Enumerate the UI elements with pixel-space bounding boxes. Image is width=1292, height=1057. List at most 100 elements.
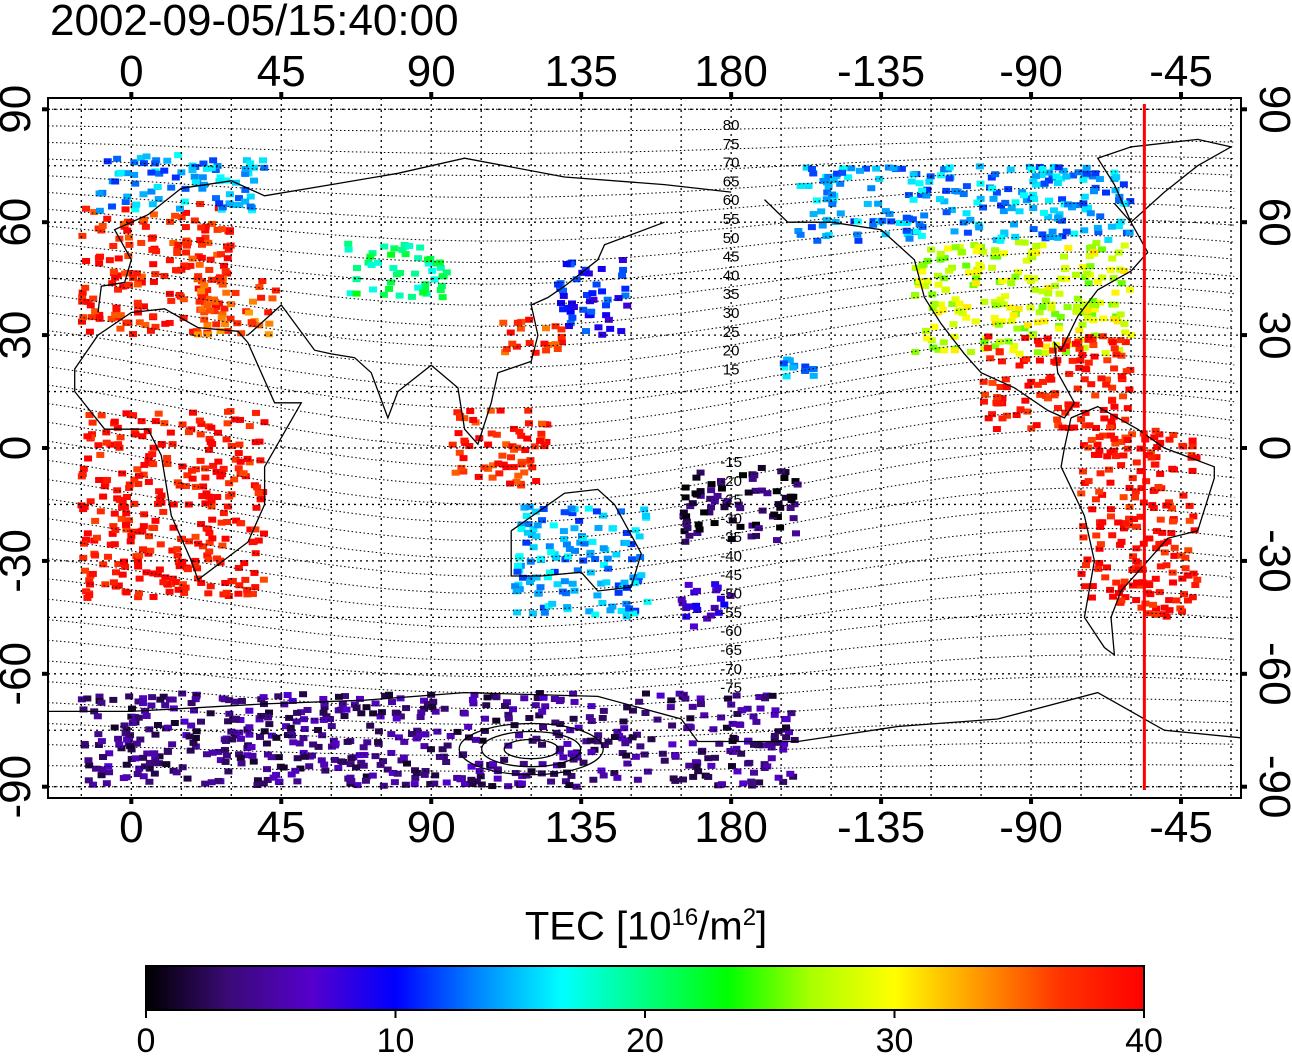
tec-cell (744, 489, 753, 496)
tec-cell (221, 267, 230, 274)
tec-cell (247, 744, 256, 751)
tec-cell (236, 716, 245, 723)
tec-cell (755, 779, 764, 786)
tec-cell (369, 710, 378, 717)
tec-cell (133, 281, 142, 288)
tec-cell (940, 255, 949, 262)
tec-cell (102, 429, 111, 436)
tec-cell (129, 331, 138, 338)
tec-cell (738, 472, 747, 479)
tec-cell (959, 191, 968, 198)
tec-cell (1117, 280, 1126, 287)
tec-cell (240, 560, 249, 567)
tec-cell (824, 183, 833, 190)
tec-cell (135, 319, 144, 326)
tec-cell (84, 777, 93, 784)
tec-cell (480, 464, 489, 471)
tec-cell (263, 776, 272, 783)
tec-cell (180, 589, 189, 596)
tec-cell (539, 505, 548, 512)
tec-cell (121, 199, 130, 206)
tec-cell (269, 774, 278, 781)
tec-cell (1164, 499, 1173, 506)
tec-cell (752, 532, 761, 539)
tec-region (499, 316, 566, 356)
tec-cell (542, 347, 551, 354)
tec-cell (412, 769, 421, 776)
tec-cell (500, 756, 509, 763)
tec-cell (958, 249, 967, 256)
tec-cell (149, 444, 158, 451)
maglat-label: 30 (723, 305, 740, 322)
tec-cell (274, 778, 283, 785)
tec-cell (79, 314, 88, 321)
tec-cell (991, 171, 1000, 178)
tec-cell (998, 278, 1007, 285)
tec-cell (163, 748, 172, 755)
coastline (510, 488, 642, 592)
tec-cell (974, 244, 983, 251)
tec-cell (153, 183, 162, 190)
tec-cell (768, 692, 777, 699)
tec-cell (350, 701, 359, 708)
tec-cell (1089, 317, 1098, 324)
tec-cell (436, 264, 445, 271)
tec-cell (560, 509, 569, 516)
tec-cell (965, 269, 974, 276)
tec-cell (641, 710, 650, 717)
tec-cell (191, 483, 200, 490)
tec-cell (666, 704, 675, 711)
tec-cell (934, 281, 943, 288)
tec-cell (1051, 282, 1060, 289)
tec-cell (555, 745, 564, 752)
tec-cell (736, 505, 745, 512)
tec-cell (525, 579, 534, 586)
tec-cell (1134, 566, 1143, 573)
tec-cell (226, 315, 235, 322)
tec-cell (233, 320, 242, 327)
tec-cell (998, 395, 1007, 402)
tec-cell (205, 493, 214, 500)
tec-cell (149, 211, 158, 218)
tec-cell (163, 454, 172, 461)
tec-cell (770, 732, 779, 739)
tec-cell (598, 599, 607, 606)
tec-cell (838, 165, 847, 172)
tec-cell (1054, 164, 1063, 171)
tec-cell (92, 765, 101, 772)
tec-cell (90, 209, 99, 216)
tec-cell (1011, 199, 1020, 206)
tec-cell (95, 260, 104, 267)
tec-cell (979, 204, 988, 211)
tec-cell (550, 568, 559, 575)
tec-cell (869, 221, 878, 228)
tec-cell (108, 203, 117, 210)
tec-cell (1151, 611, 1160, 618)
tec-cell (608, 603, 617, 610)
tec-cell (1035, 309, 1044, 316)
tec-cell (145, 533, 154, 540)
tec-cell (1089, 248, 1098, 255)
tec-cell (1090, 306, 1099, 313)
maglat-contour (48, 155, 1235, 176)
tec-cell (677, 596, 686, 603)
tec-cell (342, 706, 351, 713)
tec-cell (1079, 200, 1088, 207)
tec-cell (95, 253, 104, 260)
tec-cell (369, 286, 378, 293)
tec-cell (161, 574, 170, 581)
tec-cell (1004, 338, 1013, 345)
tec-cell (296, 765, 305, 772)
tec-cell (146, 327, 155, 334)
tec-cell (344, 246, 353, 253)
tec-cell (1033, 337, 1042, 344)
tec-cell (948, 300, 957, 307)
tec-cell (749, 713, 758, 720)
maglat-contour (48, 764, 1235, 772)
tec-cell (225, 200, 234, 207)
tec-cell (733, 710, 742, 717)
tec-cell (211, 195, 220, 202)
tec-cell (122, 494, 131, 501)
tec-cell (407, 293, 416, 300)
tec-cell (355, 695, 364, 702)
